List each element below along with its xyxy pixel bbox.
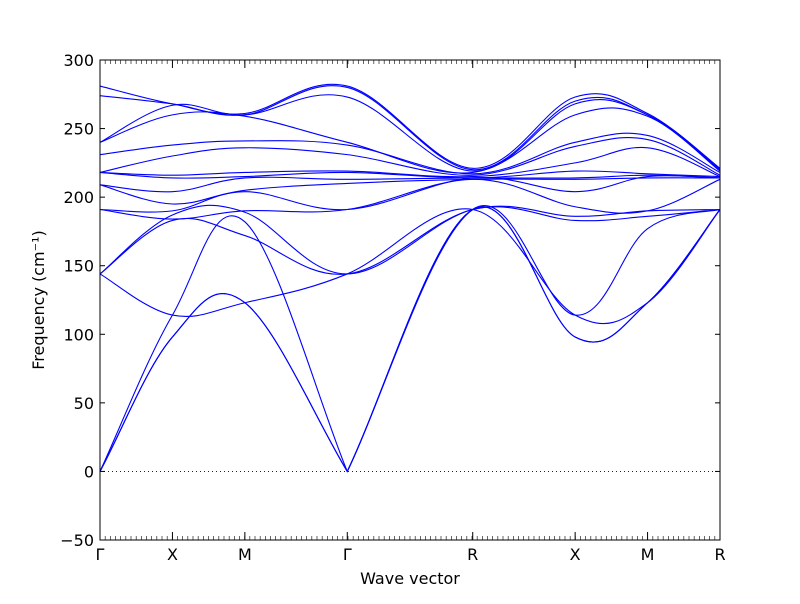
band-line-6	[99, 204, 721, 275]
x-tick-label-6: X	[570, 545, 581, 564]
y-tick-label: 150	[63, 257, 94, 276]
band-line-10	[99, 174, 721, 193]
y-tick-label: 100	[63, 325, 94, 344]
y-tick-label: 200	[63, 188, 94, 207]
band-line-8	[99, 175, 721, 213]
band-line-17	[99, 85, 721, 171]
band-line-14	[99, 132, 721, 175]
axes-layer: −50 0 50 100 150 200 250 300 Γ X M Γ R X M R	[60, 51, 725, 564]
band-line-13	[99, 137, 721, 176]
x-tick-label-4: Γ	[343, 545, 352, 564]
band-line-3	[99, 205, 721, 473]
x-tick-label-2: X	[167, 545, 178, 564]
y-axis-label: Frequency (cm⁻¹)	[29, 230, 48, 369]
x-tick-label-1: Γ	[96, 545, 105, 564]
band-line-12	[99, 146, 721, 178]
band-line-15	[99, 107, 721, 174]
band-line-4	[99, 208, 721, 325]
band-line-1	[99, 206, 721, 473]
x-tick-label-8: R	[714, 545, 725, 564]
y-tick-label: 0	[84, 462, 94, 481]
x-axis-label: Wave vector	[360, 569, 460, 588]
y-tick-label: −50	[60, 531, 94, 550]
x-tick-label-3: M	[238, 545, 252, 564]
y-tick-label: 300	[63, 51, 94, 70]
x-tick-label-7: M	[641, 545, 655, 564]
bands-layer	[99, 83, 721, 473]
band-line-18	[99, 83, 721, 169]
band-line-7	[99, 178, 721, 220]
y-tick-label: 50	[74, 394, 94, 413]
band-line-9	[99, 177, 721, 205]
band-line-2	[99, 206, 721, 473]
band-line-5	[99, 206, 721, 275]
band-line-11	[99, 170, 721, 179]
x-tick-label-5: R	[467, 545, 478, 564]
y-tick-label: 250	[63, 120, 94, 139]
